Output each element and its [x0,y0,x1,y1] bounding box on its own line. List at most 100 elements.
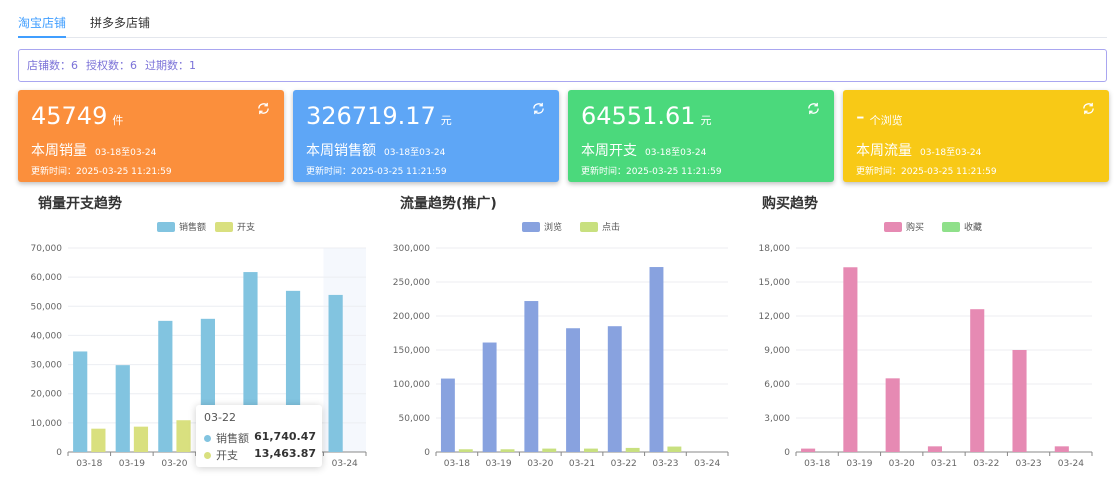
refresh-icon[interactable] [1082,102,1095,115]
card-value: 45749 件 [31,102,123,130]
tab[interactable]: 淘宝店铺 [18,16,67,30]
y-tick-label: 150,000 [393,346,430,356]
card-value: 64551.61 元 [581,102,712,130]
refresh-icon[interactable] [532,102,545,115]
card-title: 本周开支 03-18至03-24 [581,140,706,160]
legend-label: 开支 [237,221,255,233]
value: - [856,102,865,130]
x-tick-label: 03-24 [694,459,720,469]
bar [1054,446,1069,452]
title: 本周开支 [581,143,637,159]
y-tick-label: 18,000 [759,244,791,254]
legend-label: 浏览 [544,221,562,233]
bar [970,309,985,452]
legend-label: 收藏 [964,221,982,233]
range: 03-18至03-24 [920,148,982,158]
y-tick-label: 0 [784,448,790,458]
info-bar: 店铺数：6 授权数：6 过期数：1 [18,49,1107,82]
bar [542,448,557,452]
y-tick-label: 100,000 [393,380,430,390]
tooltip-dot [204,452,211,459]
bar [458,449,473,452]
y-tick-label: 60,000 [31,273,63,283]
bar [801,448,816,452]
y-tick-label: 50,000 [399,414,431,424]
card-title: 本周流量 03-18至03-24 [856,140,981,160]
y-tick-label: 0 [424,448,430,458]
tooltip-value: 61,740.47 [254,430,316,443]
tooltip-dot [204,435,211,442]
y-tick-label: 30,000 [31,361,63,371]
bar [158,320,173,452]
bar [584,448,598,452]
tab-divider [18,37,1107,38]
x-tick-label: 03-19 [846,459,872,469]
x-tick-label: 03-20 [527,459,553,469]
info-item: 店铺数：6 [27,59,78,72]
bar [73,351,88,452]
tooltip: 03-22 销售额 61,740.47 开支 13,463.87 [196,405,322,467]
value: 45749 [31,102,108,130]
bar [843,267,858,452]
y-tick-label: 50,000 [31,302,63,312]
updated: 更新时间：2025-03-25 11:21:59 [31,167,172,177]
title: 本周销售额 [306,143,376,159]
card-title: 本周销售额 03-18至03-24 [306,140,445,160]
value: 64551.61 [581,102,696,130]
unit: 件 [112,114,124,127]
legend-label: 销售额 [179,221,206,233]
unit: 个浏览 [869,114,903,127]
y-tick-label: 12,000 [759,312,791,322]
bar [133,426,149,452]
refresh-icon[interactable] [807,102,820,115]
tooltip-title: 03-22 [204,411,236,424]
bar [607,326,622,452]
bar [115,365,130,452]
y-tick-label: 250,000 [393,278,430,288]
legend-label: 购买 [906,221,924,233]
x-tick-label: 03-18 [804,459,830,469]
y-tick-label: 9,000 [764,346,790,356]
tooltip-name: 开支 [216,449,238,462]
tooltip-row: 开支 13,463.87 [204,447,316,463]
unit: 元 [440,114,452,127]
y-tick-label: 40,000 [31,331,63,341]
bar [566,328,580,452]
bar [91,428,106,452]
title: 本周流量 [856,143,912,159]
range: 03-18至03-24 [384,148,446,158]
bar [482,342,497,452]
card-value: 326719.17 元 [306,102,452,130]
y-tick-label: 3,000 [764,414,790,424]
refresh-icon[interactable] [257,102,270,115]
legend-swatch [580,222,598,232]
bar [524,301,539,452]
tab[interactable]: 拼多多店铺 [90,16,151,30]
stat-card: 45749 件本周销量 03-18至03-24 更新时间：2025-03-25 11:… [18,90,284,182]
bar [328,294,343,452]
updated: 更新时间：2025-03-25 11:21:59 [581,167,722,177]
range: 03-18至03-24 [645,148,707,158]
x-tick-label: 03-22 [973,459,999,469]
chart-title: 流量趋势(推广) [400,195,497,212]
x-tick-label: 03-21 [569,459,595,469]
tab-indicator [18,36,66,38]
stat-card: - 个浏览 本周流量 03-18至03-24 更新时间：2025-03-25 11:21… [843,90,1109,182]
card-title: 本周销量 03-18至03-24 [31,140,156,160]
x-tick-label: 03-18 [76,459,102,469]
stat-card: 326719.17 元本周销售额 03-18至03-24 更新时间：2025-03-2… [293,90,559,182]
y-tick-label: 10,000 [31,419,63,429]
tooltip-row: 销售额 61,740.47 [204,430,316,446]
bar [500,449,515,452]
x-tick-label: 03-19 [485,459,511,469]
legend-label: 点击 [602,221,620,233]
tooltip-value: 13,463.87 [254,447,316,460]
chart-title: 销量开支趋势 [38,195,122,212]
y-tick-label: 15,000 [759,278,791,288]
x-tick-label: 03-21 [931,459,957,469]
legend-swatch [215,222,233,232]
y-tick-label: 0 [56,448,62,458]
info-item: 授权数：6 [86,59,137,72]
